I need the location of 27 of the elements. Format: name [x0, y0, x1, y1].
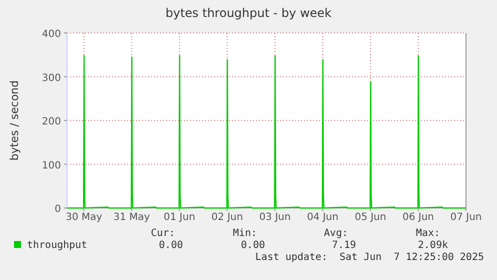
y-tick-label: 300	[42, 72, 61, 84]
text: 2.09k	[418, 240, 448, 251]
text: Max:	[416, 228, 440, 239]
x-tick-label: 31 May	[113, 212, 150, 223]
legend-label: throughput	[27, 240, 88, 251]
x-tick-label: 04 Jun	[306, 212, 338, 223]
text: Min:	[232, 228, 257, 239]
x-tick-label: 02 Jun	[211, 212, 243, 223]
y-axis-title: bytes / second	[8, 80, 21, 161]
x-tick-label: 03 Jun	[259, 212, 291, 223]
text: 0.00	[158, 240, 183, 251]
text: 0.00	[240, 240, 265, 251]
chart-title: bytes throughput - by week	[166, 6, 332, 20]
text: 7.19	[332, 240, 356, 251]
text: Avg:	[324, 228, 348, 239]
y-tick-label: 0	[54, 204, 61, 215]
y-tick-label: 100	[42, 160, 61, 172]
x-tick-label: 30 May	[66, 212, 102, 223]
x-tick-label: 07 Jun	[450, 212, 482, 223]
line-series	[66, 55, 467, 209]
text: Last update: Sat Jun 7 12:25:00 2025	[255, 252, 484, 263]
x-tick-label: 05 Jun	[354, 212, 386, 223]
text: Cur:	[150, 228, 175, 239]
y-tick-label: 200	[42, 116, 61, 128]
x-tick-label: 01 Jun	[164, 212, 196, 223]
y-tick-label: 400	[42, 29, 61, 40]
x-tick-label: 06 Jun	[402, 212, 434, 223]
